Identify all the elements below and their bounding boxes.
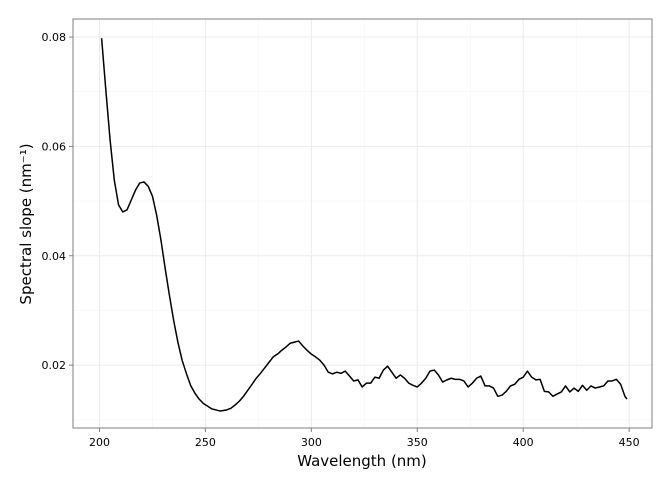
- x-axis-title: Wavelength (nm): [297, 452, 427, 470]
- x-tick-label: 200: [89, 436, 110, 449]
- y-tick-label: 0.04: [42, 250, 67, 263]
- panel-border: [72, 18, 653, 429]
- x-tick-label: 350: [407, 436, 428, 449]
- y-axis-title: Spectral slope (nm⁻¹): [17, 143, 35, 304]
- x-tick-label: 450: [619, 436, 640, 449]
- y-tick-label: 0.06: [42, 140, 67, 153]
- y-tick-label: 0.02: [42, 359, 67, 372]
- x-tick-label: 250: [195, 436, 216, 449]
- y-tick-label: 0.08: [42, 31, 67, 44]
- plot-background: [73, 19, 652, 428]
- x-tick-label: 400: [513, 436, 534, 449]
- line: [100, 38, 628, 412]
- x-tick-label: 300: [301, 436, 322, 449]
